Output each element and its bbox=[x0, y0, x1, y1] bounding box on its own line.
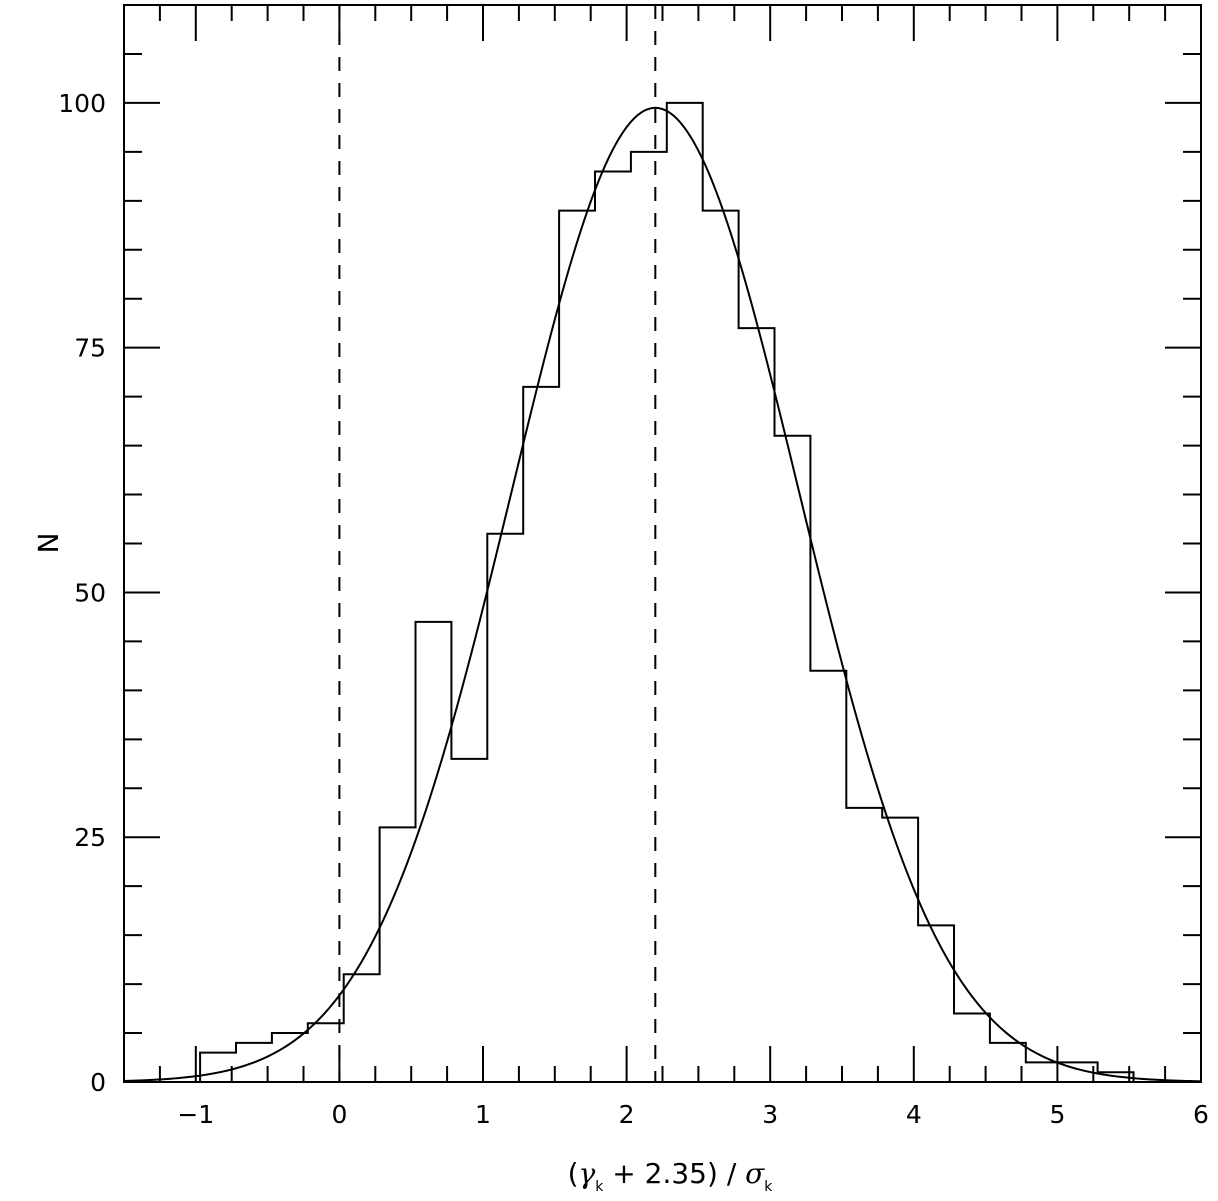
y-tick-label: 100 bbox=[58, 89, 106, 118]
y-tick-label: 75 bbox=[74, 334, 106, 363]
plot-frame bbox=[123, 4, 1202, 1083]
y-tick-label: 50 bbox=[74, 578, 106, 607]
x-tick-label: 3 bbox=[762, 1100, 778, 1129]
y-tick-labels: 0 25 50 75 100 bbox=[58, 89, 106, 1097]
x-tick-label: 6 bbox=[1193, 1100, 1209, 1129]
reference-lines bbox=[338, 5, 657, 1082]
y-axis-label: N bbox=[31, 533, 64, 554]
y-tick-label: 25 bbox=[74, 823, 106, 852]
x-tick-label: 2 bbox=[619, 1100, 635, 1129]
x-tick-label: −1 bbox=[177, 1100, 214, 1129]
gaussian-fit-curve bbox=[123, 106, 1202, 1083]
x-tick-label: 4 bbox=[906, 1100, 922, 1129]
x-tick-label: 0 bbox=[331, 1100, 347, 1129]
ticks-layer bbox=[123, 4, 1202, 1083]
x-axis-label: (γk + 2.35) / σk bbox=[568, 1157, 774, 1195]
x-tick-label: 1 bbox=[475, 1100, 491, 1129]
x-tick-labels: −1 0 1 2 3 4 5 6 bbox=[177, 1100, 1209, 1129]
y-tick-label: 0 bbox=[90, 1068, 106, 1097]
x-tick-label: 5 bbox=[1049, 1100, 1065, 1129]
